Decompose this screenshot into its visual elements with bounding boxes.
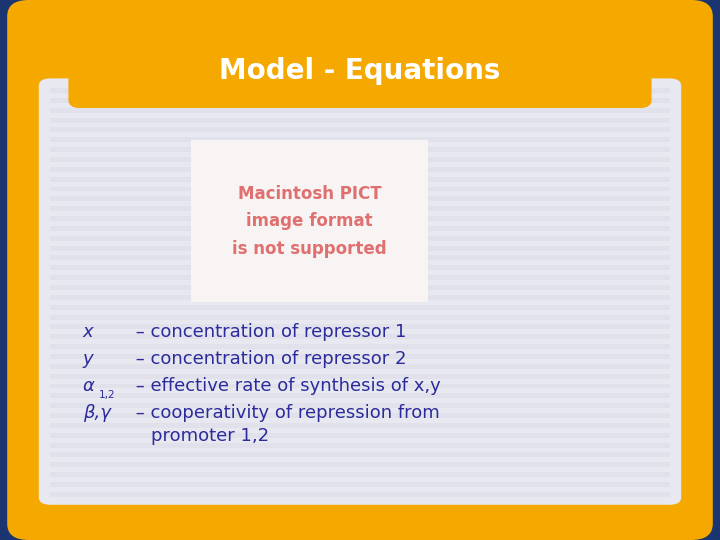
Bar [50,177,670,181]
Bar [50,197,670,201]
Bar [50,108,670,113]
Text: 1,2: 1,2 [99,390,115,400]
Bar [50,186,670,192]
Bar [50,472,670,477]
Bar [50,246,670,251]
Bar [50,383,670,388]
Bar [50,265,670,270]
Text: – effective rate of synthesis of x,y: – effective rate of synthesis of x,y [130,377,441,395]
Bar [50,433,670,438]
Text: – cooperativity of repression from: – cooperativity of repression from [130,404,439,422]
Text: promoter 1,2: promoter 1,2 [151,427,269,445]
Bar [50,374,670,379]
Bar [50,255,670,260]
Bar [50,88,670,93]
Bar [50,167,670,172]
Bar [50,157,670,162]
Text: Macintosh PICT
image format
is not supported: Macintosh PICT image format is not suppo… [233,185,387,258]
Bar [50,482,670,487]
Bar [50,285,670,290]
Bar [50,443,670,448]
Bar [50,453,670,457]
Bar [50,403,670,408]
Bar [50,275,670,280]
Text: α: α [83,377,94,395]
Bar [50,315,670,320]
Bar [50,118,670,123]
Bar [50,492,670,497]
Bar [50,344,670,349]
Text: y: y [83,350,94,368]
Bar [50,226,670,231]
Bar [50,305,670,309]
Text: β,γ: β,γ [83,404,111,422]
Bar [50,462,670,467]
Text: x: x [83,323,94,341]
Bar [50,334,670,339]
Bar [50,216,670,221]
Bar [50,325,670,329]
Bar [50,206,670,211]
Bar [50,236,670,241]
Bar [50,423,670,428]
Bar [50,127,670,132]
Text: Model - Equations: Model - Equations [220,57,500,85]
Bar [50,354,670,359]
Bar [50,295,670,300]
Bar [50,364,670,369]
Bar [50,137,670,142]
Bar [50,413,670,418]
Bar [50,98,670,103]
Text: – concentration of repressor 1: – concentration of repressor 1 [130,323,406,341]
Bar [50,393,670,399]
Bar [50,147,670,152]
Text: – concentration of repressor 2: – concentration of repressor 2 [130,350,406,368]
